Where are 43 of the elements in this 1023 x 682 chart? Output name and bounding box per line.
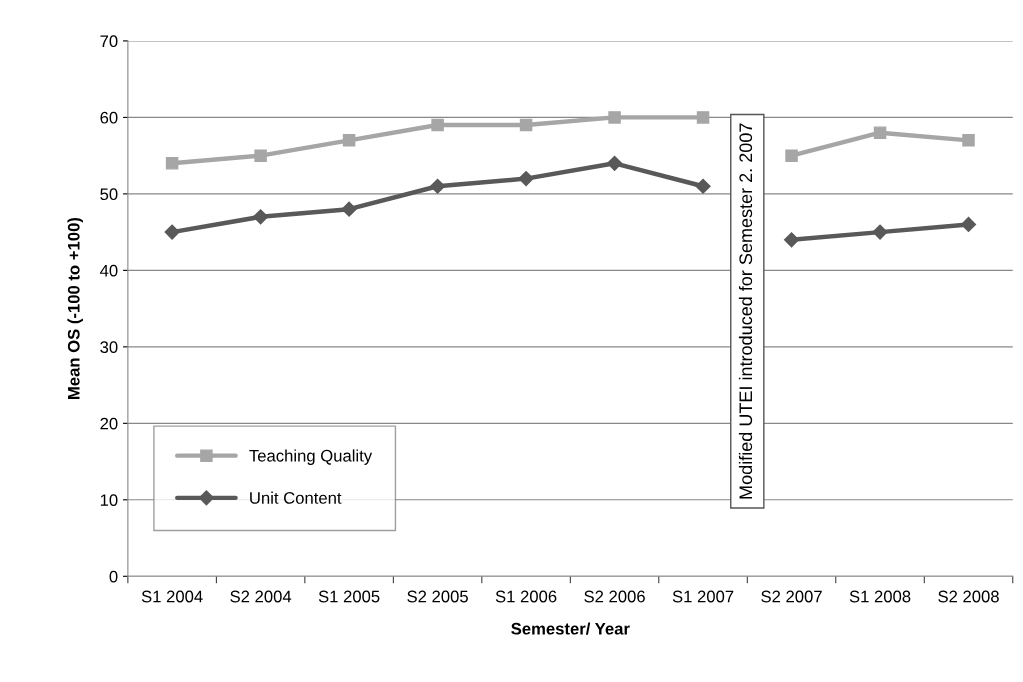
x-tick-label: S2 2008 bbox=[938, 590, 999, 603]
x-tick-label: S2 2007 bbox=[761, 590, 822, 603]
point bbox=[608, 111, 621, 124]
x-tick-label: S1 2007 bbox=[672, 590, 734, 603]
point bbox=[342, 134, 356, 147]
point bbox=[253, 209, 269, 225]
point bbox=[962, 134, 975, 147]
point bbox=[341, 201, 357, 217]
y-tick-label: 50 bbox=[100, 188, 118, 201]
y-tick-label: 60 bbox=[100, 111, 118, 124]
x-axis-title: Semester/ Year bbox=[511, 622, 630, 635]
x-tick-label: S1 2005 bbox=[318, 590, 380, 603]
point bbox=[873, 126, 887, 139]
point bbox=[783, 232, 800, 248]
y-tick-label: 30 bbox=[100, 341, 118, 354]
point bbox=[606, 155, 623, 171]
point bbox=[696, 111, 710, 124]
legend-label: Unit Content bbox=[250, 491, 342, 504]
y-tick-label: 40 bbox=[100, 264, 118, 277]
y-axis-title: Mean OS (-100 to +100) bbox=[67, 217, 83, 399]
y-tick-label: 20 bbox=[100, 417, 118, 430]
x-tick-label: S1 2004 bbox=[141, 590, 203, 603]
y-tick-label: 70 bbox=[100, 35, 118, 48]
x-tick-label: S1 2008 bbox=[849, 590, 911, 603]
y-tick-label: 10 bbox=[100, 494, 118, 507]
x-tick-label: S1 2006 bbox=[495, 590, 557, 603]
x-tick-label: S2 2004 bbox=[230, 590, 292, 603]
annotation: Modified UTEI introduced for Semester 2. 2007 bbox=[738, 123, 753, 499]
point bbox=[164, 224, 180, 240]
point bbox=[165, 157, 179, 170]
legend-label: Teaching Quality bbox=[249, 449, 373, 465]
point bbox=[960, 216, 977, 233]
x-tick-label: S2 2006 bbox=[584, 590, 645, 603]
point bbox=[430, 178, 446, 194]
y-tick-label: 0 bbox=[109, 570, 118, 583]
point bbox=[785, 149, 798, 162]
point bbox=[518, 171, 534, 187]
point bbox=[519, 118, 533, 132]
point bbox=[431, 118, 444, 132]
point bbox=[254, 149, 267, 162]
point bbox=[695, 178, 711, 194]
x-tick-label: S2 2005 bbox=[407, 590, 468, 603]
point bbox=[872, 224, 888, 240]
